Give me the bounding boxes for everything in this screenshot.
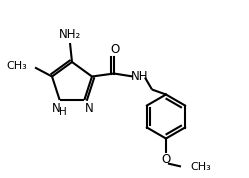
Text: O: O [161,153,171,166]
Text: H: H [59,107,67,117]
Text: N: N [85,103,94,116]
Text: CH₃: CH₃ [190,161,211,172]
Text: O: O [110,43,120,56]
Text: CH₃: CH₃ [6,61,27,70]
Text: N: N [52,103,61,116]
Text: NH: NH [131,70,149,83]
Text: NH₂: NH₂ [59,27,81,41]
